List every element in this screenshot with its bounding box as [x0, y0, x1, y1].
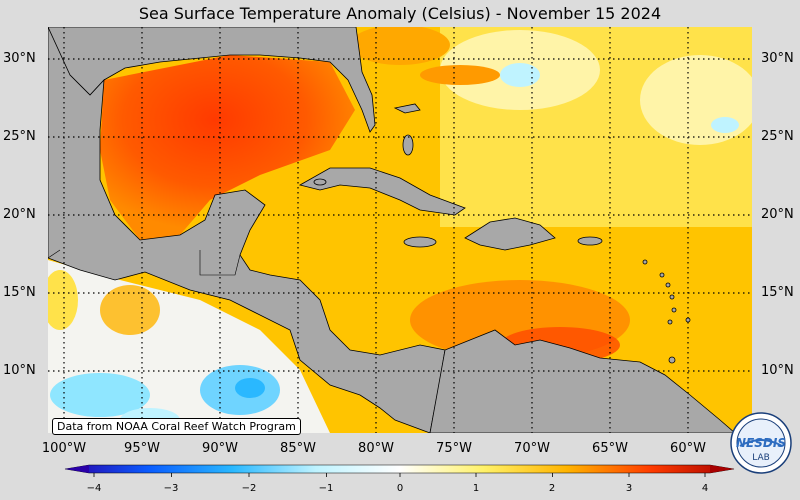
- lat-label-30n-right: 30°N: [761, 51, 794, 66]
- pacific-warm-patch: [100, 285, 160, 335]
- atlantic-pale-patch-2: [640, 55, 752, 145]
- colorbar-tick: 2: [548, 483, 556, 494]
- colorbar-tick: −3: [163, 483, 179, 494]
- pacific-cool-patch: [50, 373, 150, 417]
- gulf-anomaly: [100, 55, 355, 240]
- mexico-central-america-land: [48, 27, 446, 433]
- cool-patch: [500, 63, 540, 87]
- pacific-cold-core: [235, 378, 265, 398]
- nesdis-logo-icon: NESDIS LAB: [730, 412, 792, 474]
- south-america-land: [429, 329, 736, 433]
- lat-label-10n-right: 10°N: [761, 363, 794, 378]
- lon-label-90w: 90°W: [202, 441, 238, 456]
- svg-text:LAB: LAB: [752, 453, 770, 463]
- lon-label-60w: 60°W: [670, 441, 706, 456]
- jamaica-land: [403, 236, 437, 248]
- lat-label-20n-right: 20°N: [761, 207, 794, 222]
- colorbar-tick: 3: [625, 483, 633, 494]
- map-title: Sea Surface Temperature Anomaly (Celsius…: [138, 4, 662, 23]
- country-border-2: [48, 249, 61, 259]
- small-island: [313, 178, 327, 186]
- lat-label-20n-left: 20°N: [3, 207, 36, 222]
- colorbar-tick: 0: [396, 483, 404, 494]
- colorbar-tick: −4: [86, 483, 102, 494]
- lat-label-10n-left: 10°N: [3, 363, 36, 378]
- pacific-warm-edge: [48, 270, 78, 330]
- lat-label-25n-right: 25°N: [761, 129, 794, 144]
- lesser-antilles: [642, 259, 691, 364]
- lon-label-85w: 85°W: [280, 441, 316, 456]
- country-border: [199, 250, 241, 276]
- lon-label-80w: 80°W: [358, 441, 394, 456]
- lat-label-15n-right: 15°N: [761, 285, 794, 300]
- lon-label-100w: 100°W: [41, 441, 87, 456]
- lon-label-95w: 95°W: [124, 441, 160, 456]
- warm-patch: [350, 27, 450, 65]
- colorbar: [64, 464, 735, 477]
- lat-label-25n-left: 25°N: [3, 129, 36, 144]
- data-credit: Data from NOAA Coral Reef Watch Program: [52, 418, 301, 435]
- colorbar-tick: 4: [701, 483, 709, 494]
- svg-text:NESDIS: NESDIS: [736, 436, 786, 450]
- puerto-rico-land: [577, 236, 603, 246]
- cool-patch-2: [711, 117, 739, 133]
- lon-label-65w: 65°W: [592, 441, 628, 456]
- colorbar-tick: −2: [241, 483, 257, 494]
- colorbar-tick: 1: [472, 483, 480, 494]
- cuba-land: [298, 167, 466, 216]
- lat-label-15n-left: 15°N: [3, 285, 36, 300]
- lon-label-70w: 70°W: [514, 441, 550, 456]
- map-area: [48, 27, 752, 433]
- bahamas-island-2: [402, 134, 414, 156]
- bahamas-island: [393, 103, 421, 114]
- warm-streak: [420, 65, 500, 85]
- colorbar-tick: −1: [318, 483, 334, 494]
- lon-label-75w: 75°W: [436, 441, 472, 456]
- lat-label-30n-left: 30°N: [3, 51, 36, 66]
